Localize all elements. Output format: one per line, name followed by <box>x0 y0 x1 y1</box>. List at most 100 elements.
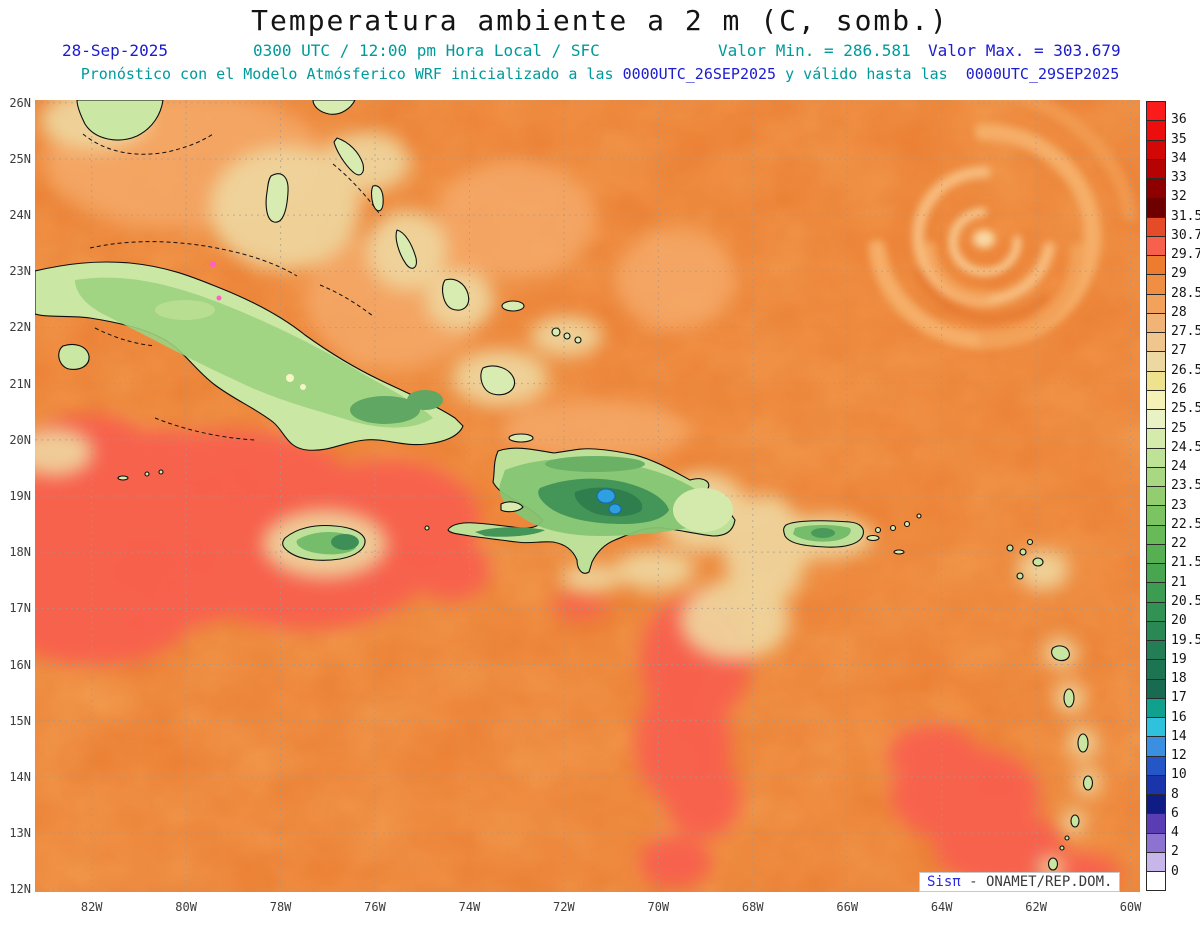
colorbar-cell <box>1147 620 1165 640</box>
colorbar-cell <box>1147 178 1165 198</box>
colorbar-cell <box>1147 255 1165 275</box>
colorbar-label: 21 <box>1171 574 1187 590</box>
florida-coastline <box>76 100 164 141</box>
colorbar-label: 19.5 <box>1171 632 1200 648</box>
colorbar-cell <box>1147 659 1165 679</box>
colorbar-label: 23 <box>1171 497 1187 513</box>
colorbar-label: 12 <box>1171 748 1187 764</box>
lat-label: 13N <box>9 826 31 840</box>
colorbar-cell <box>1147 216 1165 236</box>
lat-label: 18N <box>9 545 31 560</box>
model-text-prefix: Pronóstico con el Modelo Atmósferico WRF… <box>80 65 623 83</box>
lat-label: 22N <box>9 320 31 335</box>
colorbar-cell <box>1147 158 1165 178</box>
map-plot: Sisπ - ONAMET/REP.DOM. <box>35 100 1140 892</box>
lon-label: 72W <box>553 900 575 914</box>
valid-time: 0300 UTC / 12:00 pm Hora Local / SFC <box>253 41 600 60</box>
value-min-label: Valor Min. = 286.581 <box>718 41 911 60</box>
colorbar-label: 24.5 <box>1171 439 1200 455</box>
puerto-rico-interior <box>793 525 851 542</box>
colorbar-label: 0 <box>1171 863 1179 879</box>
colorbar-cell <box>1147 505 1165 525</box>
colorbar-cell <box>1147 197 1165 217</box>
lat-label: 17N <box>9 601 31 616</box>
colorbar-cell <box>1147 794 1165 814</box>
page-title: Temperatura ambiente a 2 m (C, somb.) <box>251 4 949 37</box>
valid-date: 28-Sep-2025 <box>62 41 168 60</box>
colorbar-label: 2 <box>1171 844 1179 860</box>
lon-label: 82W <box>80 900 103 914</box>
colorbar-label: 6 <box>1171 805 1179 821</box>
lon-label: 68W <box>741 900 764 914</box>
colorbar-label: 28 <box>1171 304 1187 320</box>
cyclone-swirl <box>868 100 1137 349</box>
colorbar-cell <box>1147 774 1165 794</box>
colorbar-label: 34 <box>1171 150 1187 166</box>
colorbar-cell <box>1147 120 1165 140</box>
colorbar-label: 31.5 <box>1171 208 1200 224</box>
model-init-time: 0000UTC_26SEP2025 <box>622 65 777 83</box>
lon-label: 76W <box>364 900 386 914</box>
colorbar-label: 21.5 <box>1171 555 1200 571</box>
colorbar-cell <box>1147 678 1165 698</box>
lon-label: 60W <box>1119 900 1142 914</box>
colorbar-label: 22.5 <box>1171 516 1200 532</box>
credit-text: - ONAMET/REP.DOM. <box>960 874 1113 890</box>
lat-label: 24N <box>9 208 31 223</box>
colorbar-cell <box>1147 832 1165 852</box>
lon-label: 62W <box>1025 900 1047 914</box>
lat-label: 25N <box>9 151 31 166</box>
colorbar-cell <box>1147 524 1165 544</box>
colorbar-cell <box>1147 351 1165 371</box>
colorbar-cell <box>1147 601 1165 621</box>
colorbar-cell <box>1147 466 1165 486</box>
lon-label: 74W <box>458 900 481 914</box>
colorbar-label: 17 <box>1171 690 1187 706</box>
colorbar-label: 25.5 <box>1171 401 1200 417</box>
colorbar-cell <box>1147 235 1165 255</box>
colorbar-label: 30.7 <box>1171 227 1200 243</box>
colorbar-cell <box>1147 640 1165 660</box>
colorbar-cell <box>1147 486 1165 506</box>
lat-label: 23N <box>9 264 31 279</box>
cuba-interior <box>75 277 443 428</box>
lat-label: 12N <box>9 882 31 897</box>
colorbar-cell <box>1147 428 1165 448</box>
colorbar-label: 29.7 <box>1171 247 1200 263</box>
value-max-label: Valor Max. = 303.679 <box>928 41 1121 60</box>
colorbar-cell <box>1147 312 1165 332</box>
colorbar-label: 25 <box>1171 420 1187 436</box>
map-canvas <box>35 100 1140 892</box>
colorbar-label: 24 <box>1171 459 1187 475</box>
lat-label: 15N <box>9 713 31 728</box>
colorbar-label: 29 <box>1171 266 1187 282</box>
lon-label: 80W <box>175 900 197 914</box>
colorbar-label: 26 <box>1171 382 1187 398</box>
lon-label: 78W <box>269 900 292 914</box>
colorbar-cell <box>1147 370 1165 390</box>
lat-label: 21N <box>9 376 31 391</box>
florida-keys <box>82 133 214 155</box>
colorbar-label: 19 <box>1171 651 1187 667</box>
colorbar-cell <box>1147 274 1165 294</box>
virgin-islands <box>866 513 922 555</box>
colorbar-label: 10 <box>1171 767 1187 783</box>
colorbar-cell <box>1147 389 1165 409</box>
colorbar-label: 14 <box>1171 728 1187 744</box>
lat-label: 19N <box>9 488 31 503</box>
colorbar-cell <box>1147 755 1165 775</box>
colorbar-label: 36 <box>1171 112 1187 128</box>
isla-juventud <box>58 343 90 370</box>
colorbar-cell <box>1147 332 1165 352</box>
colorbar-label: 27 <box>1171 343 1187 359</box>
colorbar-label: 33 <box>1171 170 1187 186</box>
lat-label: 26N <box>9 95 31 110</box>
coastlines-land <box>35 100 1094 871</box>
colorbar-cell <box>1147 102 1165 121</box>
navassa-island <box>424 525 430 531</box>
colorbar-label: 20 <box>1171 613 1187 629</box>
lon-label: 64W <box>930 900 953 914</box>
highland-cold-spot <box>596 488 616 504</box>
colorbar-label: 26.5 <box>1171 362 1200 378</box>
